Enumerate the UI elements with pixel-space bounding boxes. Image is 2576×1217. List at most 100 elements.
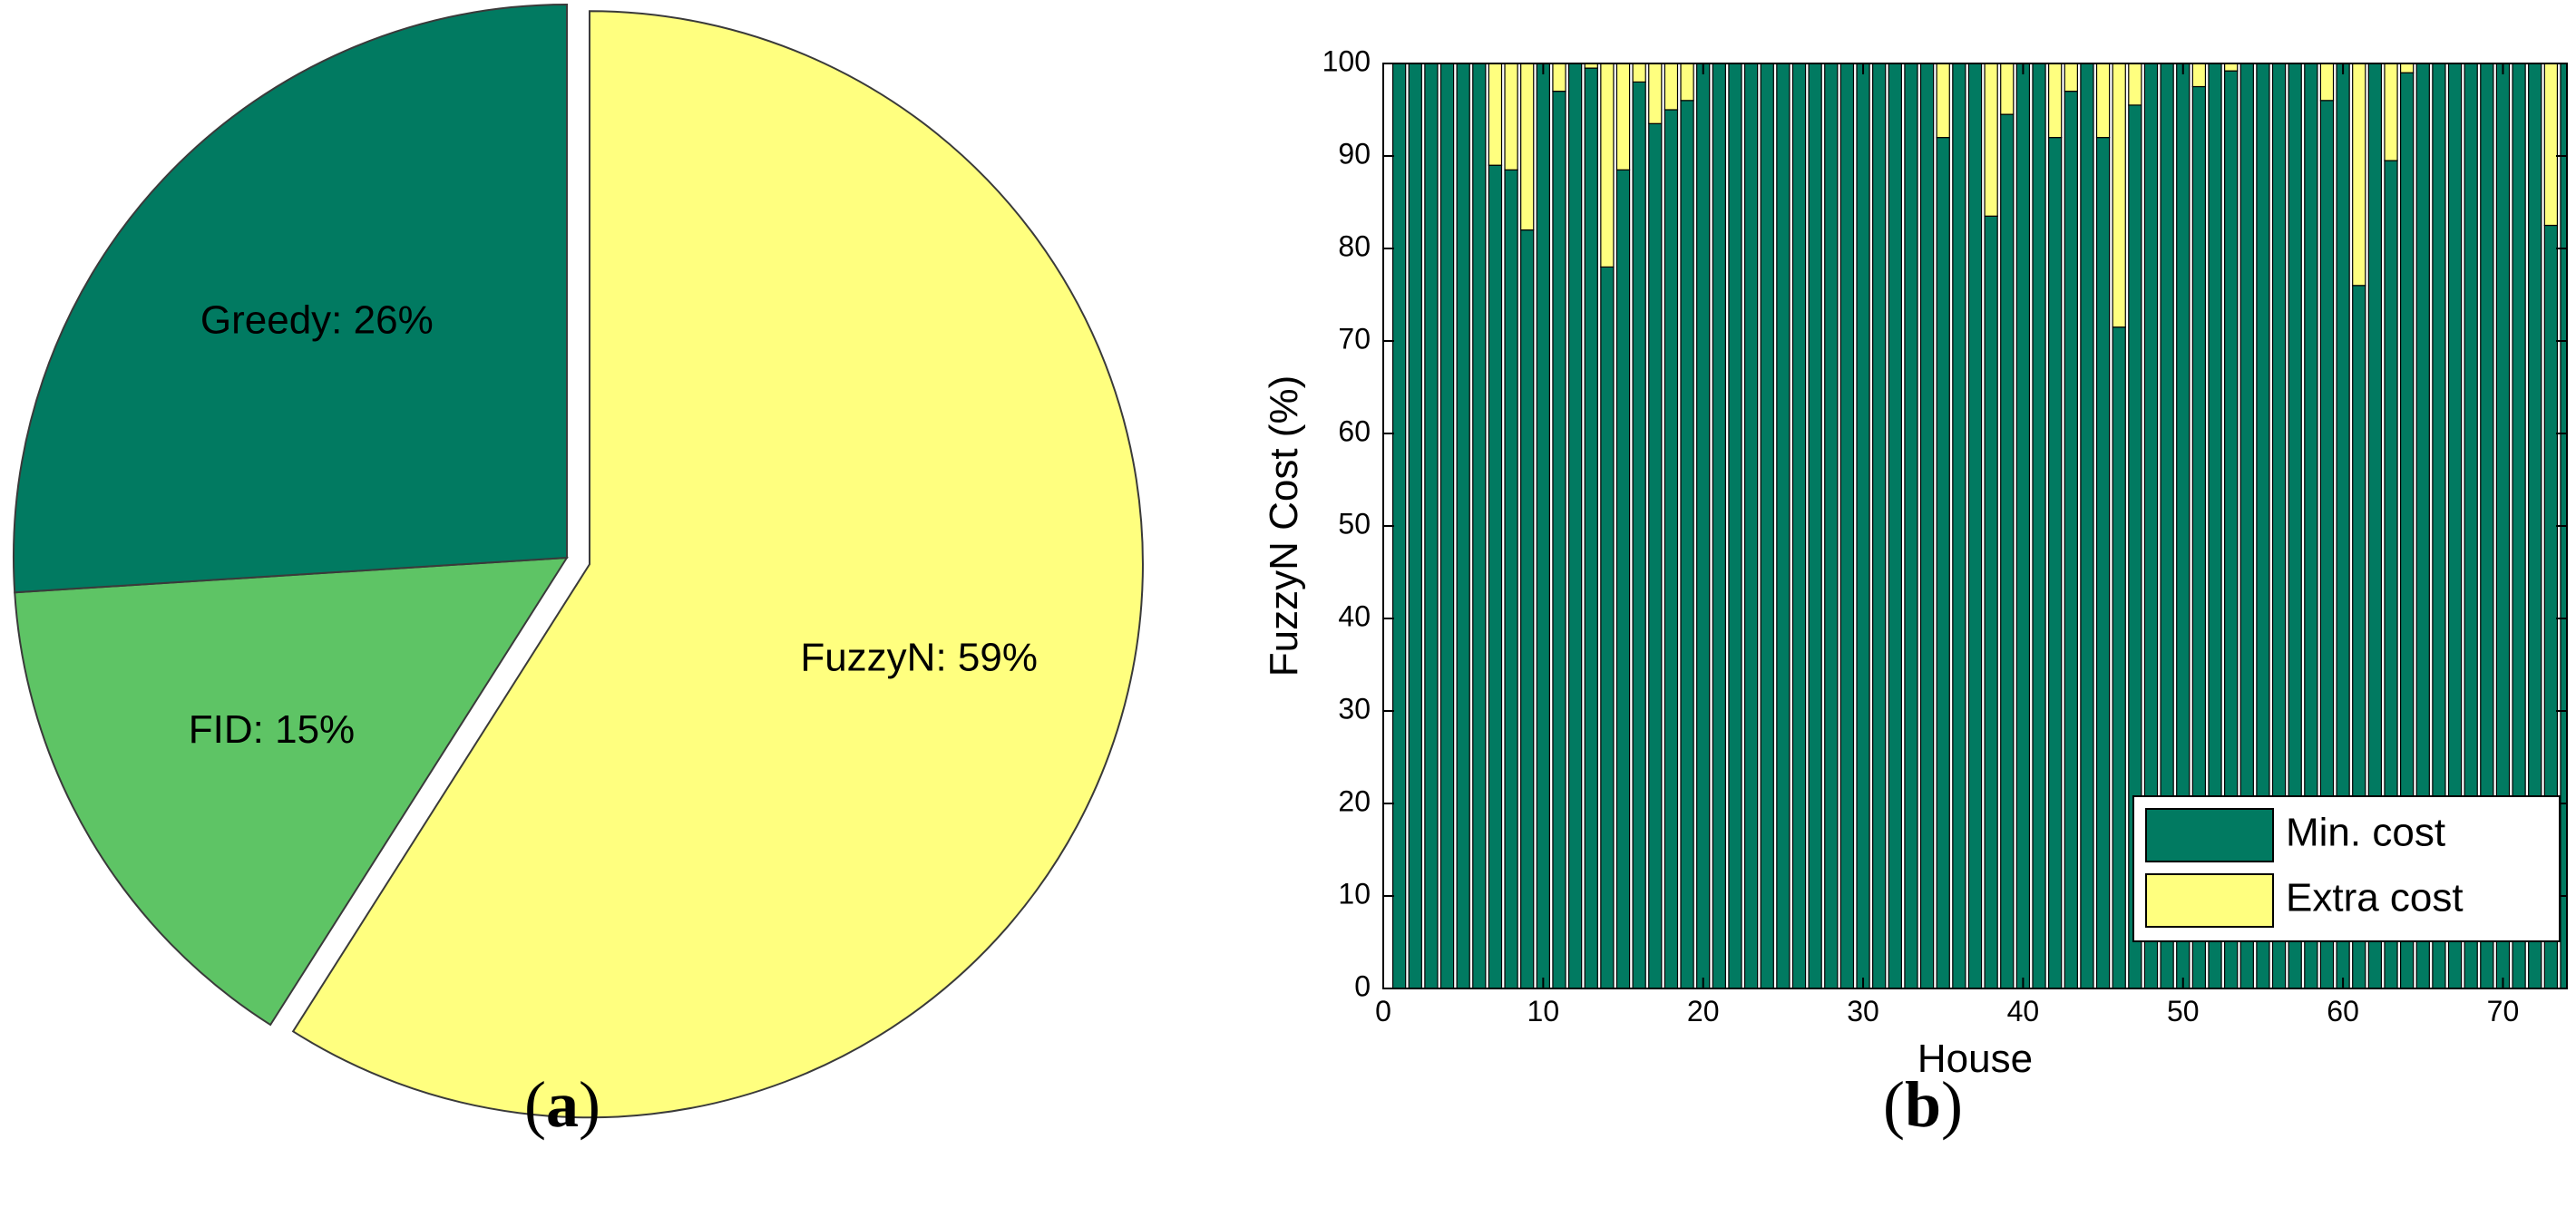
bar-min-cost-12 (1567, 63, 1583, 989)
y-tick-label-60: 60 (1338, 414, 1371, 447)
bar-extra-cost-51 (2191, 63, 2207, 88)
bar-min-cost-14 (1600, 266, 1615, 989)
x-tick-label-20: 20 (1687, 995, 1720, 1027)
bar-extra-cost-16 (1632, 63, 1646, 83)
bar-min-cost-21 (1712, 63, 1726, 989)
bar-extra-cost-45 (2095, 63, 2111, 139)
axes-layer: 0 10 20 30 40 50 60 70 80 90 100 0 10 20 30 40 50 60 70 (1322, 44, 2568, 1027)
bar-min-cost-27 (1808, 63, 1822, 989)
bar-min-cost-38 (1984, 215, 1998, 989)
legend-label-extra-cost: Extra cost (2286, 876, 2464, 920)
panel-label-b: (b) (1882, 1068, 1963, 1141)
bar-min-cost-31 (1872, 63, 1887, 989)
bar-min-cost-18 (1664, 109, 1679, 989)
y-tick-label-40: 40 (1338, 599, 1371, 632)
bar-extra-cost-47 (2128, 63, 2142, 106)
bar-extra-cost-15 (1615, 63, 1631, 170)
bar-extra-cost-39 (2000, 63, 2015, 115)
bar-min-cost-24 (1760, 63, 1774, 989)
bar-extra-cost-7 (1488, 63, 1503, 166)
bar-min-cost-39 (2000, 113, 2015, 989)
x-tick-label-60: 60 (2327, 995, 2359, 1027)
y-tick-label-30: 30 (1338, 692, 1371, 725)
panel-label-a: (a) (524, 1068, 600, 1141)
bar-extra-cost-17 (1648, 63, 1663, 124)
pie-label-greedy: Greedy: 26% (200, 298, 434, 343)
bar-extra-cost-42 (2048, 63, 2063, 139)
bar-min-cost-36 (1952, 63, 1966, 989)
bar-min-cost-19 (1680, 100, 1694, 989)
pie-label-fuzzyn: FuzzyN: 59% (800, 635, 1038, 679)
bar-extra-cost-9 (1520, 63, 1535, 231)
y-tick-label-70: 70 (1338, 322, 1371, 355)
bar-min-cost-44 (2080, 63, 2094, 989)
bar-extra-cost-18 (1664, 63, 1679, 111)
bar-min-cost-5 (1456, 63, 1470, 989)
bar-min-cost-29 (1839, 63, 1855, 989)
legend: Min. cost Extra cost (2132, 795, 2561, 942)
bar-extra-cost-43 (2064, 63, 2078, 92)
bar-min-cost-42 (2048, 137, 2063, 989)
bar-min-cost-26 (1791, 63, 1807, 989)
y-tick-label-0: 0 (1354, 969, 1371, 1002)
bar-min-cost-6 (1472, 63, 1487, 989)
legend-swatch-min-cost (2145, 808, 2274, 862)
bar-min-cost-46 (2112, 326, 2126, 989)
legend-label-min-cost: Min. cost (2286, 811, 2445, 855)
bar-min-cost-22 (1728, 63, 1742, 989)
y-tick-label-90: 90 (1338, 137, 1371, 170)
bar-extra-cost-61 (2352, 63, 2366, 287)
y-axis-label: FuzzyN Cost (%) (1262, 375, 1306, 677)
bar-extra-cost-38 (1984, 63, 1998, 217)
bar-extra-cost-64 (2399, 63, 2415, 73)
bar-min-cost-10 (1536, 63, 1551, 989)
x-axis-label: House (1917, 1037, 2033, 1081)
y-tick-label-80: 80 (1338, 229, 1371, 262)
bar-min-cost-32 (1888, 63, 1902, 989)
bar-min-cost-16 (1632, 81, 1646, 989)
bar-extra-cost-63 (2384, 63, 2398, 161)
bar-extra-cost-35 (1936, 63, 1950, 139)
bar-extra-cost-53 (2224, 63, 2239, 72)
bar-min-cost-4 (1439, 63, 1455, 989)
bar-extra-cost-14 (1600, 63, 1615, 268)
pie-slice-greedy (13, 3, 568, 594)
x-tick-label-30: 30 (1847, 995, 1879, 1027)
bar-min-cost-7 (1488, 164, 1503, 989)
bar-min-cost-9 (1520, 229, 1535, 989)
bar-extra-cost-59 (2319, 63, 2335, 102)
bar-min-cost-3 (1424, 63, 1439, 989)
bar-min-cost-30 (1856, 63, 1870, 989)
x-tick-label-0: 0 (1375, 995, 1391, 1027)
bar-extra-cost-46 (2112, 63, 2126, 328)
x-tick-label-70: 70 (2487, 995, 2520, 1027)
y-tick-label-50: 50 (1338, 507, 1371, 540)
bar-extra-cost-11 (1552, 63, 1566, 92)
bar-min-cost-43 (2064, 90, 2078, 989)
pie-slice-fid (14, 556, 569, 1027)
bar-min-cost-34 (1919, 63, 1935, 989)
bar-min-cost-2 (1408, 63, 1422, 989)
bar-min-cost-8 (1504, 169, 1518, 989)
bar-min-cost-20 (1696, 63, 1711, 989)
bar-min-cost-25 (1776, 63, 1791, 989)
x-tick-label-40: 40 (2007, 995, 2040, 1027)
bar-min-cost-11 (1552, 90, 1566, 989)
bar-extra-cost-19 (1680, 63, 1694, 102)
bar-min-cost-17 (1648, 122, 1663, 989)
bar-min-cost-45 (2095, 137, 2111, 989)
bar-min-cost-40 (2015, 63, 2031, 989)
bar-extra-cost-8 (1504, 63, 1518, 170)
y-tick-label-20: 20 (1338, 784, 1371, 817)
pie-label-fid: FID: 15% (189, 707, 355, 752)
bar-min-cost-37 (1967, 63, 1983, 989)
y-tick-label-10: 10 (1338, 877, 1371, 910)
bar-min-cost-23 (1743, 63, 1759, 989)
legend-swatch-extra-cost (2145, 873, 2274, 928)
bar-min-cost-1 (1391, 63, 1407, 989)
bar-min-cost-35 (1936, 137, 1950, 989)
bar-min-cost-33 (1904, 63, 1918, 989)
y-tick-label-100: 100 (1322, 44, 1371, 77)
bar-min-cost-28 (1824, 63, 1839, 989)
